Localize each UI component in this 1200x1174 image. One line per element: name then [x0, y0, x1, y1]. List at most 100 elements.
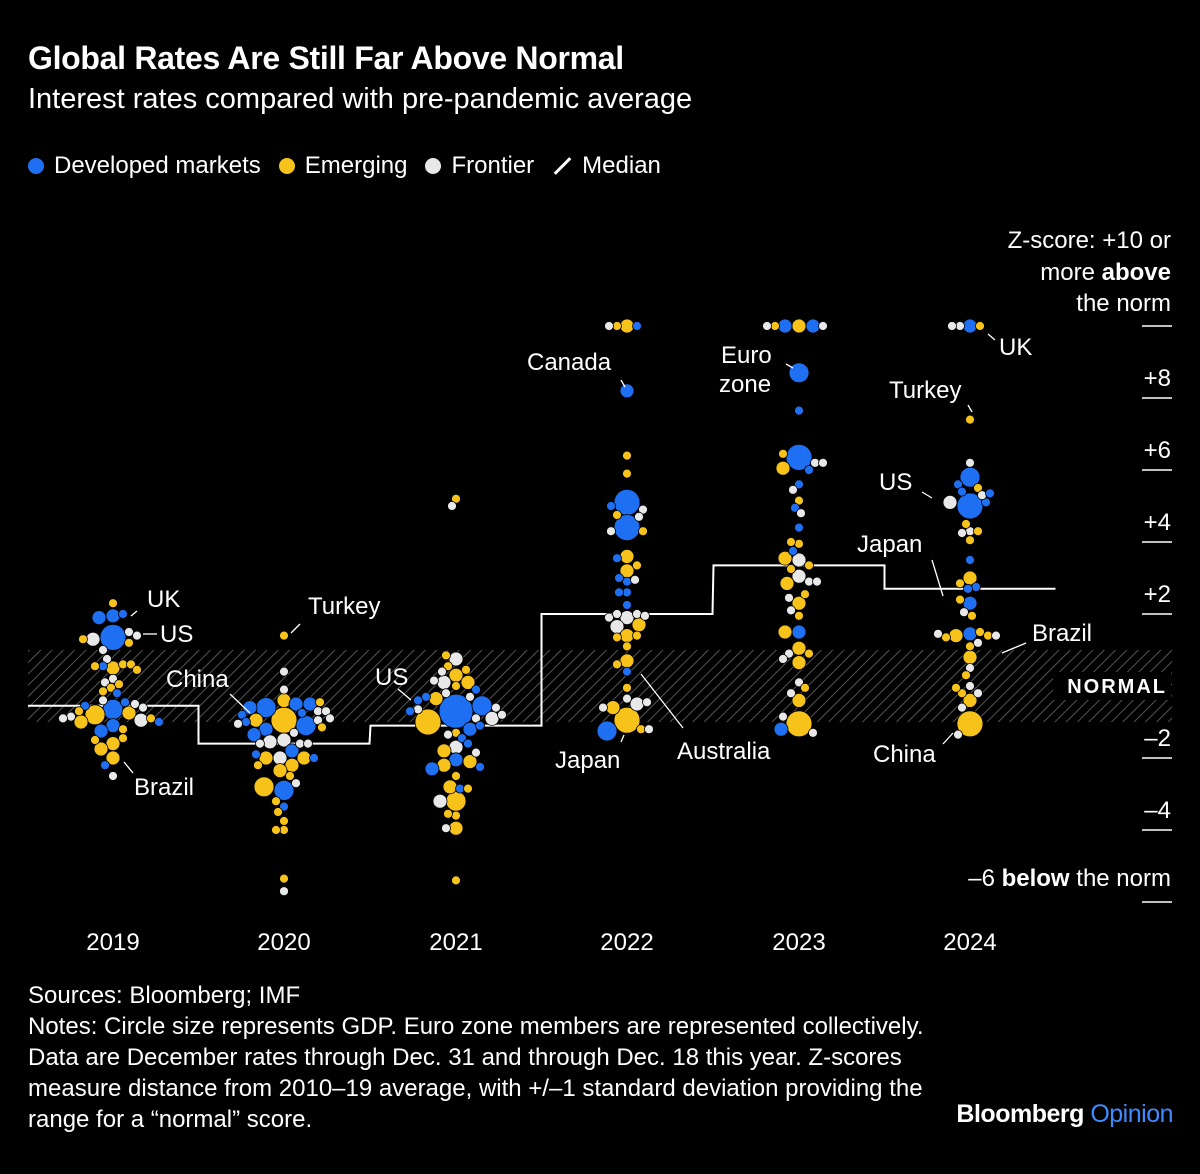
y-tick-label: +2 — [1144, 581, 1171, 608]
dot-emerging-2020 — [279, 816, 289, 826]
dot-emerging-2021 — [448, 667, 464, 683]
dot-developed-markets-2024 — [962, 626, 978, 642]
dot-developed-markets-2020 — [242, 700, 258, 715]
dot-emerging-2021 — [445, 790, 467, 812]
x-tick-label: 2020 — [257, 929, 310, 956]
dot-developed-markets-2022 — [614, 587, 624, 598]
dot-emerging-2022 — [619, 653, 635, 669]
dot-emerging-2020 — [285, 771, 295, 781]
dot-developed-markets-2024 — [965, 555, 975, 565]
dot-frontier-2022 — [622, 693, 632, 704]
dot-emerging-2024 — [965, 535, 975, 546]
dot-emerging-2022 — [638, 526, 648, 537]
chart-subtitle: Interest rates compared with pre-pandemi… — [28, 83, 693, 115]
dot-emerging-2024 — [961, 670, 971, 681]
annotation-uk-2024: UK — [999, 334, 1032, 361]
dot-frontier-2024 — [977, 490, 987, 501]
yellow-circle-icon — [278, 158, 295, 174]
median-line — [28, 564, 1056, 745]
dot-emerging-2023 — [777, 624, 793, 640]
dot-frontier-2021 — [413, 704, 423, 715]
dot-emerging-2019 — [93, 741, 109, 757]
dot-frontier-2023 — [818, 321, 828, 331]
dot-emerging-2019 — [90, 661, 100, 672]
dot-developed-markets-2023 — [805, 318, 821, 334]
legend-item-developed: Developed markets — [28, 152, 261, 180]
legend-label: Developed markets — [54, 152, 261, 179]
dot-frontier-2022 — [640, 610, 650, 621]
dot-emerging-2024 — [975, 321, 985, 331]
dot-frontier-2022 — [644, 724, 654, 735]
dot-emerging-2020 — [271, 796, 281, 807]
dot-developed-markets-2021 — [405, 706, 415, 717]
dot-emerging-2019 — [73, 714, 89, 730]
dot-developed-markets-2019 — [93, 723, 109, 739]
dot-emerging-2019 — [108, 598, 118, 609]
dot-emerging-2021 — [463, 783, 473, 794]
dot-developed-markets-2020 — [297, 708, 307, 718]
dot-emerging-2022 — [619, 549, 635, 564]
dot-frontier-2023 — [784, 592, 794, 603]
dot-emerging-2019 — [98, 686, 108, 697]
dot-frontier-2024 — [942, 494, 958, 510]
dot-frontier-2021 — [441, 688, 451, 699]
dot-developed-markets-2021 — [475, 762, 485, 772]
dot-emerging-2021 — [451, 810, 461, 821]
dot-frontier-2021 — [447, 501, 457, 511]
dot-frontier-2022 — [606, 526, 616, 537]
dot-developed-markets-2022 — [622, 666, 632, 677]
dot-frontier-2020 — [262, 734, 278, 750]
dot-frontier-2022 — [612, 609, 622, 619]
dot-emerging-2020 — [279, 630, 289, 641]
dot-frontier-2020 — [272, 750, 288, 766]
dot-frontier-2021 — [437, 666, 447, 677]
dot-emerging-2021 — [461, 664, 471, 675]
dot-frontier-2022 — [629, 696, 645, 712]
dot-developed-markets-2023 — [773, 721, 789, 737]
dot-emerging-2023 — [786, 537, 796, 547]
x-tick-label: 2024 — [943, 929, 996, 956]
dot-developed-markets-2023 — [794, 522, 804, 533]
dot-emerging-2023 — [800, 682, 810, 693]
dot-developed-markets-2024 — [963, 583, 973, 594]
dot-emerging-2024 — [962, 693, 978, 708]
legend-item-median: Median — [552, 152, 661, 180]
dot-developed-markets-2023 — [791, 624, 807, 640]
dot-emerging-2024 — [948, 628, 964, 643]
dot-frontier-2022 — [604, 612, 614, 623]
dot-frontier-2021 — [465, 691, 475, 702]
dot-developed-markets-2023 — [777, 318, 793, 334]
dot-emerging-2019 — [124, 637, 134, 648]
dot-developed-markets-2022 — [612, 553, 622, 564]
dot-emerging-2024 — [961, 519, 971, 529]
dot-emerging-2023 — [804, 648, 814, 659]
dot-developed-markets-2022 — [596, 720, 618, 742]
dot-emerging-2022 — [622, 450, 632, 461]
dot-emerging-2023 — [777, 550, 793, 566]
dot-emerging-2021 — [441, 650, 451, 661]
dot-developed-markets-2020 — [241, 717, 251, 727]
dot-developed-markets-2022 — [619, 383, 635, 399]
dot-emerging-2022 — [612, 659, 622, 670]
annotation-us-2019: US — [160, 621, 193, 648]
dot-developed-markets-2023 — [804, 465, 814, 475]
dot-developed-markets-2023 — [788, 546, 798, 556]
dot-emerging-2021 — [436, 743, 452, 759]
white-circle-icon — [425, 158, 442, 174]
dot-emerging-2019 — [121, 705, 137, 721]
dot-developed-markets-2021 — [475, 720, 485, 731]
dot-emerging-2023 — [791, 595, 807, 611]
dot-frontier-2021 — [471, 747, 481, 758]
legend-item-frontier: Frontier — [425, 152, 534, 180]
dot-emerging-2019 — [105, 750, 121, 766]
dot-emerging-2023 — [794, 538, 804, 549]
dot-emerging-2022 — [622, 682, 632, 693]
dot-emerging-2023 — [791, 318, 807, 334]
dot-emerging-2022 — [622, 468, 632, 479]
dot-frontier-2019 — [85, 631, 101, 647]
dot-developed-markets-2020 — [246, 727, 262, 742]
y-axis-top-label-3: the norm — [1076, 290, 1171, 317]
annotation-turkey-2020: Turkey — [308, 593, 380, 620]
annotation-leaders — [123, 333, 1027, 774]
dot-emerging-2022 — [612, 632, 622, 643]
